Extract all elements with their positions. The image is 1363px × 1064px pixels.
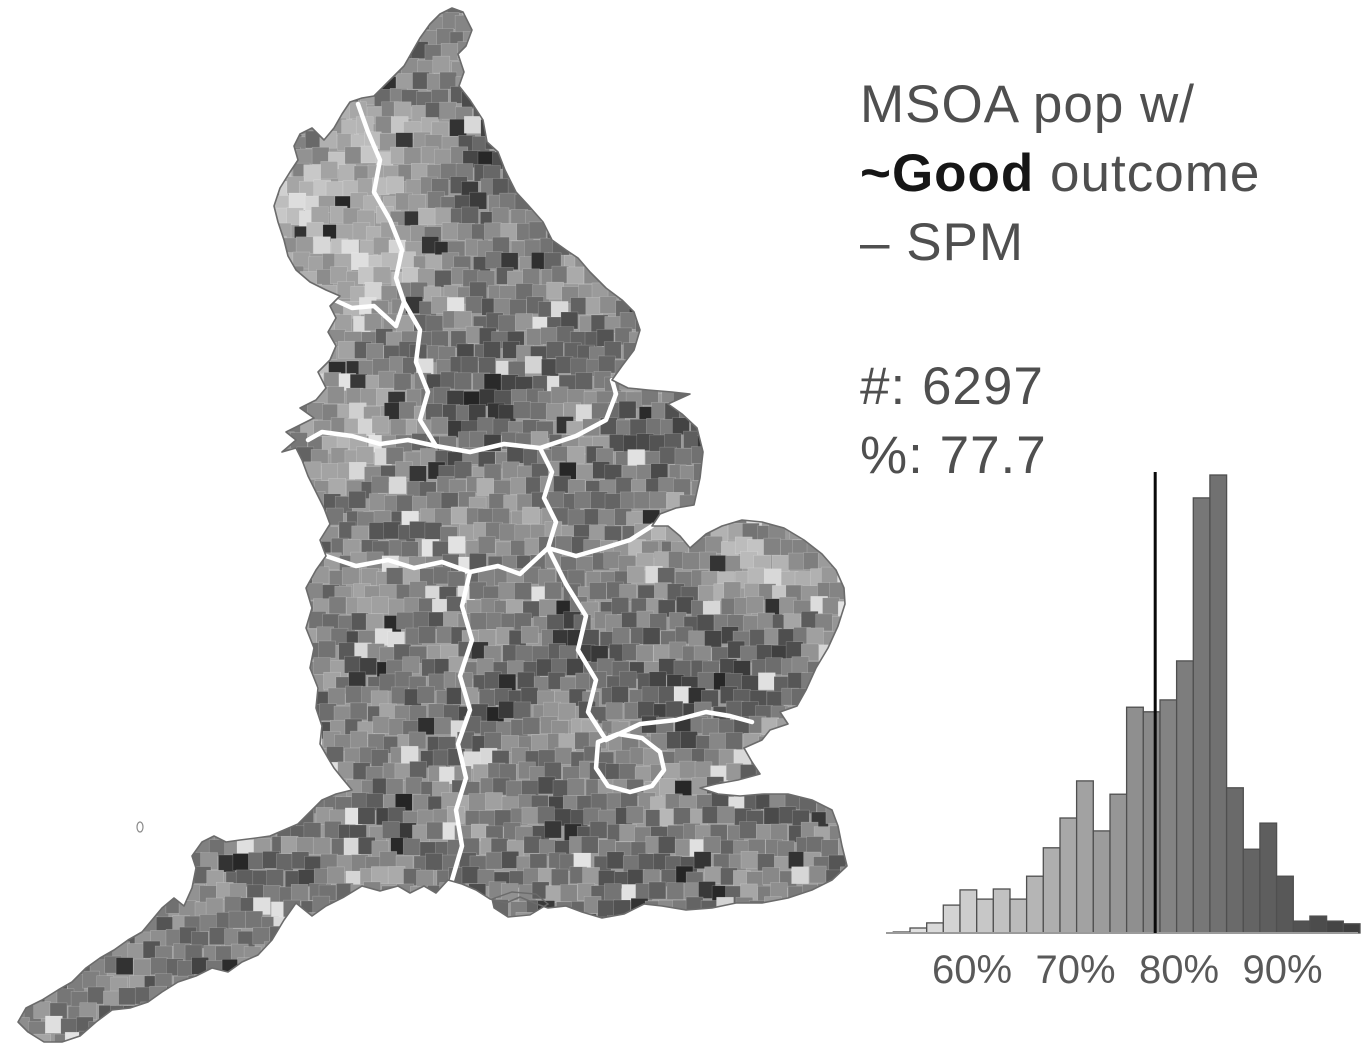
histogram-bar — [1025, 875, 1044, 934]
region-boundary — [323, 545, 551, 577]
x-tick-label: 80% — [1139, 948, 1219, 992]
england-msoa-map — [17, 7, 848, 1043]
stat-count: #: 6297 — [860, 352, 1047, 421]
title-line-2: ~Good outcome — [860, 144, 1261, 203]
region-boundary — [537, 445, 559, 551]
x-tick-label: 70% — [1035, 948, 1115, 992]
region-boundary — [305, 429, 439, 449]
histogram-bar — [1275, 875, 1294, 934]
region-boundary — [433, 377, 619, 455]
histogram-bar — [992, 888, 1011, 934]
histogram-bar — [942, 904, 961, 934]
histogram-bar — [1242, 848, 1261, 934]
histogram-bar — [1092, 830, 1111, 934]
histogram-bar — [1309, 915, 1328, 934]
msoa-mosaic — [18, 8, 847, 1042]
histogram-bar — [1009, 898, 1028, 934]
histogram-bar — [1225, 787, 1244, 934]
lundy-islet — [136, 821, 144, 833]
stat-percent-value: 77.7 — [939, 426, 1047, 485]
region-boundary — [449, 569, 475, 883]
region-boundary — [327, 295, 399, 329]
histogram-bar — [1192, 497, 1211, 934]
histogram-bar — [1159, 699, 1178, 934]
panel-stats: #: 6297 %: 77.7 — [860, 352, 1047, 490]
histogram-bar — [1042, 847, 1061, 934]
region-boundary — [603, 709, 755, 743]
histogram-bar — [1075, 780, 1094, 934]
histogram-bar — [1325, 920, 1344, 934]
histogram-bar — [1259, 822, 1278, 934]
england-map-svg — [17, 7, 848, 1043]
region-boundary — [545, 545, 609, 743]
histogram-bar — [959, 889, 978, 934]
histogram-bar — [1342, 923, 1361, 934]
region-boundary — [355, 101, 407, 329]
histogram-bar — [976, 898, 995, 934]
stat-count-label: #: — [860, 357, 907, 416]
panel-title: MSOA pop w/ ~Good outcome – SPM — [860, 70, 1360, 277]
histogram-bar — [926, 922, 945, 934]
stat-count-value: 6297 — [921, 357, 1044, 416]
title-line-1: MSOA pop w/ — [860, 75, 1196, 134]
stat-percent: %: 77.7 — [860, 421, 1047, 490]
histogram-svg: 60% 70% 80% 90% — [886, 472, 1361, 992]
region-boundary — [545, 523, 655, 559]
coastline — [17, 7, 848, 1043]
histogram-bar — [1109, 793, 1128, 934]
region-boundary — [593, 731, 667, 795]
region-boundary — [401, 299, 439, 449]
x-tick-label: 90% — [1242, 948, 1322, 992]
histogram-bar — [1292, 920, 1311, 934]
title-emphasis: ~Good — [860, 144, 1035, 203]
outcome-histogram: 60% 70% 80% 90% — [880, 452, 1363, 1032]
histogram-bar — [1175, 660, 1194, 934]
histogram-bar — [1142, 711, 1161, 934]
histogram-bar — [1125, 706, 1144, 934]
x-tick-label: 60% — [932, 948, 1012, 992]
stat-percent-label: %: — [860, 426, 924, 485]
histogram-bar — [1209, 474, 1228, 934]
isle-of-wight-outline — [491, 891, 550, 918]
title-line-3: – SPM — [860, 213, 1025, 272]
histogram-bar — [1059, 817, 1078, 934]
